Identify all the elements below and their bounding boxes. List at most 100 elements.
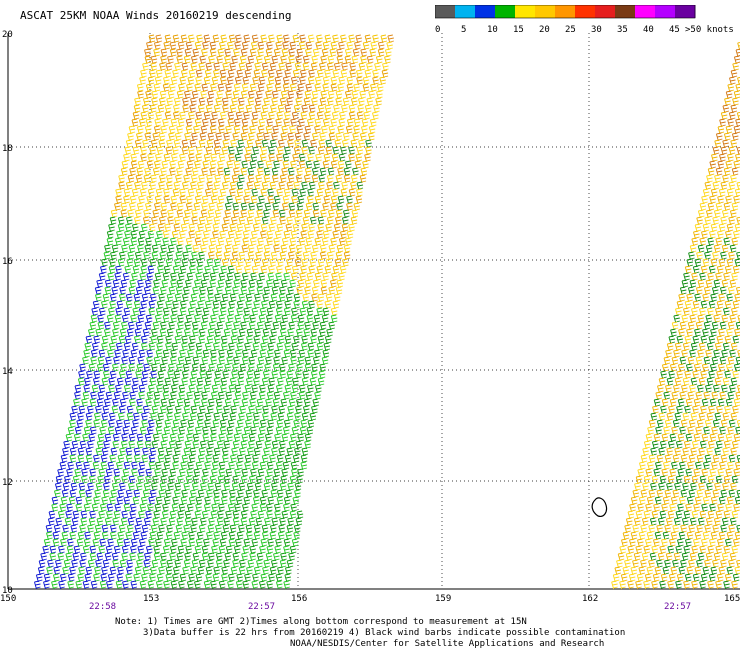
wind-barb <box>265 356 272 366</box>
wind-barb <box>653 468 660 478</box>
wind-barb <box>295 97 302 107</box>
wind-barb <box>299 34 306 44</box>
wind-barb <box>168 440 176 450</box>
wind-barb <box>268 265 275 275</box>
wind-barb <box>205 104 213 114</box>
wind-barb <box>215 132 222 142</box>
wind-barb <box>147 153 154 163</box>
wind-barb <box>311 55 318 65</box>
wind-barb <box>145 118 153 128</box>
wind-barb <box>150 62 157 72</box>
wind-barb <box>109 531 117 541</box>
wind-barb <box>174 62 181 72</box>
wind-barb <box>129 510 136 520</box>
wind-barb <box>310 62 318 72</box>
wind-barb <box>209 118 217 128</box>
wind-barb <box>231 244 239 254</box>
wind-barb <box>680 524 687 534</box>
wind-barb <box>136 125 144 135</box>
wind-barb <box>283 538 291 548</box>
wind-barb <box>705 552 713 562</box>
wind-barb <box>154 76 162 86</box>
wind-barb <box>704 489 712 499</box>
colorbar-label: 45 <box>669 25 680 35</box>
wind-barb <box>155 188 163 198</box>
wind-barb <box>234 41 241 51</box>
wind-barb <box>174 258 181 268</box>
wind-barb <box>307 342 315 352</box>
wind-barb <box>714 174 721 184</box>
wind-barb <box>295 440 303 450</box>
wind-barb <box>194 314 201 324</box>
wind-barb <box>108 384 115 394</box>
wind-barb <box>96 440 104 450</box>
wind-barb <box>120 517 128 527</box>
wind-barb <box>188 223 196 233</box>
wind-barb <box>247 167 255 177</box>
wind-barb <box>228 531 236 541</box>
wind-barb <box>157 258 164 268</box>
wind-barb <box>215 398 223 408</box>
wind-barb <box>372 69 379 79</box>
wind-barb <box>238 216 246 226</box>
wind-barb <box>168 517 176 527</box>
wind-barb <box>244 461 251 471</box>
wind-barb <box>123 195 130 205</box>
wind-barb <box>233 545 241 555</box>
wind-barb <box>304 244 311 254</box>
wind-barb <box>312 209 320 219</box>
wind-barb <box>279 174 287 184</box>
wind-barb <box>691 580 698 590</box>
wind-barb <box>236 307 243 317</box>
wind-barb <box>711 356 719 366</box>
wind-barb <box>291 307 298 317</box>
wind-barb <box>696 419 704 429</box>
wind-barb <box>301 258 308 268</box>
wind-barb <box>730 139 737 149</box>
wind-barb <box>201 398 208 408</box>
wind-barb <box>180 461 187 471</box>
wind-barb <box>198 174 205 184</box>
wind-barb <box>195 188 203 198</box>
colorbar-label: 40 <box>643 25 654 35</box>
wind-barb <box>244 153 251 163</box>
wind-barb <box>175 440 182 450</box>
wind-barb <box>84 531 91 541</box>
wind-barb <box>142 139 149 149</box>
wind-barb <box>175 524 183 534</box>
wind-barb <box>325 139 332 149</box>
wind-barb <box>282 461 290 471</box>
wind-barb <box>736 251 740 261</box>
wind-barb <box>719 461 726 471</box>
wind-barb <box>328 286 335 296</box>
wind-barb <box>215 244 223 254</box>
wind-barb <box>684 573 692 583</box>
wind-barb <box>314 83 321 93</box>
wind-barb <box>234 314 242 324</box>
wind-barb <box>184 321 191 331</box>
wind-barb <box>210 195 218 205</box>
wind-barb <box>240 90 248 100</box>
wind-barb <box>90 580 98 590</box>
wind-barb <box>227 419 235 429</box>
wind-barb <box>728 216 735 226</box>
wind-barb <box>278 62 285 72</box>
wind-barb <box>327 90 335 100</box>
wind-barb <box>79 363 86 373</box>
wind-barb <box>135 405 143 415</box>
wind-barb <box>659 440 667 450</box>
wind-barb <box>239 447 246 457</box>
wind-barb <box>135 174 143 184</box>
wind-barb <box>276 342 284 352</box>
wind-barb <box>155 461 162 471</box>
wind-barb <box>130 160 138 170</box>
wind-barb <box>300 111 308 121</box>
wind-barb <box>230 216 238 226</box>
wind-barb <box>53 566 60 576</box>
wind-barb <box>273 244 280 254</box>
wind-barb <box>288 321 295 331</box>
wind-barb <box>101 496 108 506</box>
wind-barb <box>140 335 148 345</box>
wind-barb <box>202 41 209 51</box>
wind-barb <box>349 69 356 79</box>
